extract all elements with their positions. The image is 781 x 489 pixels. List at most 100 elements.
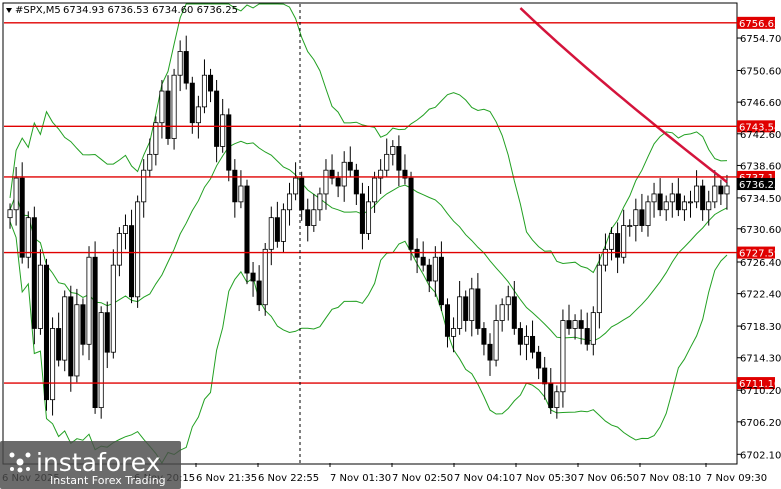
candle-body (469, 288, 475, 321)
level-label: 6727.59 (739, 249, 780, 260)
y-tick-label: 6754.70 (740, 34, 781, 45)
candle-body (226, 114, 232, 171)
candle-body (536, 351, 542, 369)
candle-body (444, 304, 451, 337)
candle-body (463, 296, 469, 321)
candle-body (687, 201, 694, 204)
candle-body (13, 177, 19, 211)
candle-body (372, 177, 378, 203)
candle-body (639, 209, 645, 226)
y-tick-label: 6746.60 (740, 98, 781, 109)
chart-header: #SPX,M5 6734.93 6736.53 6734.60 6736.25 (6, 5, 238, 16)
candle-body (201, 74, 207, 108)
candlestick-series (7, 35, 730, 419)
candle-body (451, 328, 457, 337)
y-tick-label: 6706.20 (740, 418, 781, 429)
candle-body (50, 328, 56, 401)
candle-body (487, 343, 493, 361)
y-tick-label: 6702.10 (740, 450, 781, 461)
logo-brand-text: instaforex (36, 448, 161, 477)
candle-body (499, 304, 505, 321)
candle-body (268, 217, 274, 250)
candle-body (481, 328, 487, 345)
candle-body (7, 209, 13, 219)
candle-body (208, 74, 214, 92)
candle-body (177, 51, 183, 76)
candle-body (566, 320, 572, 329)
candle-body (43, 264, 50, 401)
x-tick-label: 7 Nov 01:30 (330, 473, 391, 484)
candle-body (286, 193, 293, 211)
candle-body (493, 320, 499, 361)
candle-body (147, 153, 153, 171)
candle-body (317, 193, 323, 211)
candle-body (572, 320, 578, 329)
candle-body (365, 201, 372, 234)
candle-body (396, 146, 402, 171)
y-tick-label: 6726.40 (740, 258, 781, 269)
candle-body (384, 153, 390, 171)
level-label-box (737, 120, 775, 133)
candle-body (651, 193, 657, 203)
ma-line (519, 7, 728, 184)
candle-body (165, 90, 171, 139)
x-tick-label: 6 Nov 22:55 (258, 473, 319, 484)
candle-body (511, 296, 517, 329)
candle-body (402, 169, 408, 179)
candle-body (548, 383, 554, 409)
candle-body (280, 209, 286, 242)
symbol-label: #SPX,M5 (15, 5, 61, 16)
candle-body (542, 367, 548, 385)
candle-body (602, 248, 608, 266)
candle-body (153, 122, 159, 155)
candle-body (420, 256, 426, 266)
candle-body (323, 169, 329, 195)
candle-body (353, 169, 359, 195)
candle-body (135, 201, 141, 298)
current-price-label: 6736.25 (739, 180, 780, 191)
y-tick-label: 6710.20 (740, 386, 781, 397)
logo-icon (9, 452, 31, 473)
y-tick-label: 6714.30 (740, 354, 781, 365)
candle-body (122, 225, 129, 234)
candle-body (438, 256, 444, 306)
candle-body (250, 272, 256, 282)
x-tick-label: 7 Nov 06:50 (578, 473, 639, 484)
candle-body (675, 193, 681, 211)
candle-body (621, 225, 627, 258)
y-tick-label: 6718.30 (740, 322, 781, 333)
candle-body (31, 217, 37, 329)
candle-body (681, 201, 687, 211)
candle-body (645, 201, 651, 226)
candle-body (584, 328, 590, 345)
y-tick-label: 6734.50 (740, 194, 781, 205)
candle-body (341, 161, 347, 187)
price-axis: 6754.70 6750.60 6746.60 6742.60 6738.60 6734.… (737, 34, 781, 461)
y-tick-label: 6730.60 (740, 225, 781, 236)
x-tick-label: 7 Nov 09:30 (706, 473, 767, 484)
candle-body (414, 248, 420, 258)
candle-body (92, 256, 98, 409)
logo-tagline-text: Instant Forex Trading (50, 474, 166, 487)
current-price-box (737, 178, 775, 191)
level-label: 6743.54 (739, 122, 780, 133)
y-tick-label: 6738.60 (740, 161, 781, 172)
x-tick-label: 6 Nov 21:35 (196, 473, 257, 484)
plot-frame (2, 2, 738, 465)
level-label-box (737, 377, 775, 390)
candle-body (627, 225, 633, 227)
candle-body (141, 169, 147, 203)
candle-body (311, 209, 317, 226)
candle-body (633, 209, 639, 226)
candle-body (171, 74, 177, 139)
horizontal-levels: 6756.626743.546737.156727.596711.106736.… (4, 16, 780, 390)
candle-body (195, 106, 201, 124)
candle-body (615, 233, 621, 258)
level-label-box (737, 246, 775, 259)
candle-body (68, 296, 74, 377)
candle-body (104, 312, 110, 353)
candle-body (432, 256, 438, 282)
candle-body (274, 217, 280, 242)
